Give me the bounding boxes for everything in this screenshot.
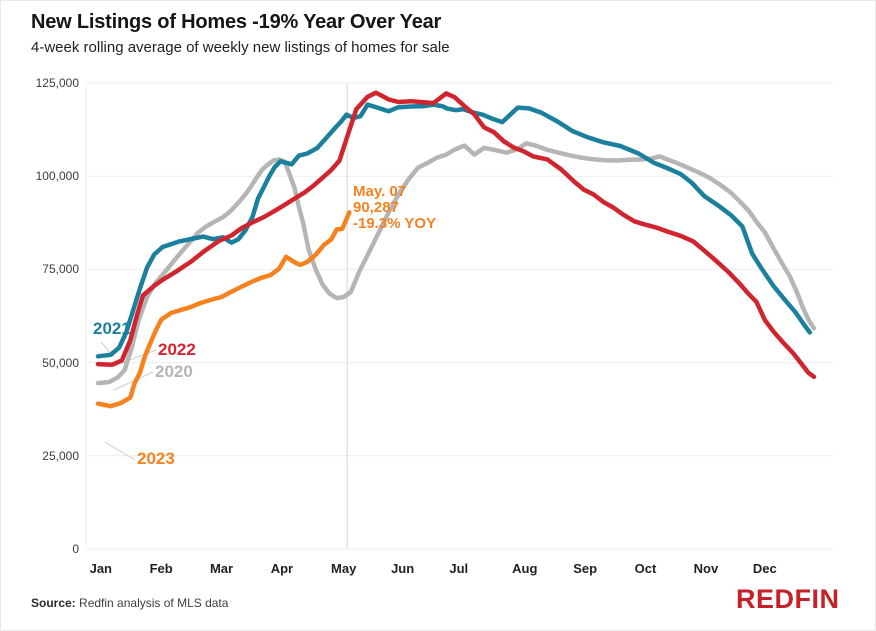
y-tick-label: 0: [72, 542, 79, 556]
redfin-logo: REDFIN: [736, 584, 840, 614]
month-label-feb: Feb: [149, 561, 173, 576]
series-line-2022: [95, 90, 817, 380]
month-label-jun: Jun: [391, 561, 415, 576]
series-label-2021: 2021: [93, 319, 131, 338]
y-tick-label: 50,000: [42, 355, 79, 370]
y-tick-label: 100,000: [35, 169, 79, 184]
month-label-oct: Oct: [634, 561, 657, 576]
series-line-2020: [95, 141, 817, 386]
y-tick-label: 75,000: [42, 262, 79, 277]
label-leader-line: [104, 441, 136, 461]
source-label: Source:: [31, 596, 76, 610]
series-label-2022: 2022: [158, 340, 196, 359]
annotation-yoy: -19.3% YOY: [353, 215, 437, 232]
source-text: Redfin analysis of MLS data: [75, 596, 229, 610]
annotation-date: May. 07: [353, 183, 407, 200]
month-label-nov: Nov: [693, 561, 719, 576]
series-line-2023: [95, 210, 352, 409]
series-label-2020: 2020: [155, 362, 193, 381]
y-tick-label: 25,000: [42, 448, 79, 463]
month-label-may: May: [331, 561, 357, 576]
y-tick-label: 125,000: [35, 76, 79, 90]
chart-subtitle: 4-week rolling average of weekly new lis…: [31, 39, 450, 56]
month-label-mar: Mar: [209, 561, 234, 576]
annotation-value: 90,287: [353, 199, 399, 216]
month-label-jan: Jan: [89, 561, 112, 576]
series-line-2021: [95, 102, 813, 359]
series-label-2023: 2023: [137, 449, 175, 468]
month-label-jul: Jul: [449, 561, 469, 576]
latest-point-annotation: May. 07 90,287 -19.3% YOY: [353, 184, 436, 232]
month-label-dec: Dec: [752, 561, 777, 576]
month-label-aug: Aug: [512, 561, 538, 576]
month-label-sep: Sep: [573, 561, 598, 576]
month-label-apr: Apr: [270, 561, 294, 576]
chart-title: New Listings of Homes -19% Year Over Yea…: [31, 11, 442, 33]
source-note: Source: Redfin analysis of MLS data: [31, 596, 228, 610]
